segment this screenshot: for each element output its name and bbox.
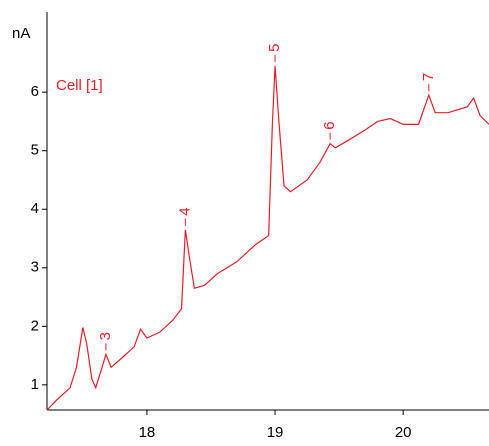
x-tick-label: 20 xyxy=(395,424,412,441)
y-axis-label: nA xyxy=(12,25,30,42)
x-tick-label: 19 xyxy=(267,424,284,441)
peak-label: 7 xyxy=(420,73,437,81)
y-tick-label: 6 xyxy=(31,83,39,100)
annotation: Cell [1] xyxy=(56,77,103,94)
peak-label: 3 xyxy=(97,332,114,340)
peak-label: 6 xyxy=(321,121,338,129)
peak-label: 4 xyxy=(176,207,193,215)
x-tick-label: 18 xyxy=(139,424,156,441)
y-tick-label: 3 xyxy=(31,259,39,276)
peak-label: 5 xyxy=(266,44,283,52)
y-tick-label: 5 xyxy=(31,142,39,159)
trace-line xyxy=(46,65,489,411)
y-tick-label: 2 xyxy=(31,317,39,334)
y-tick-label: 1 xyxy=(31,376,39,393)
y-tick-label: 4 xyxy=(31,200,39,217)
